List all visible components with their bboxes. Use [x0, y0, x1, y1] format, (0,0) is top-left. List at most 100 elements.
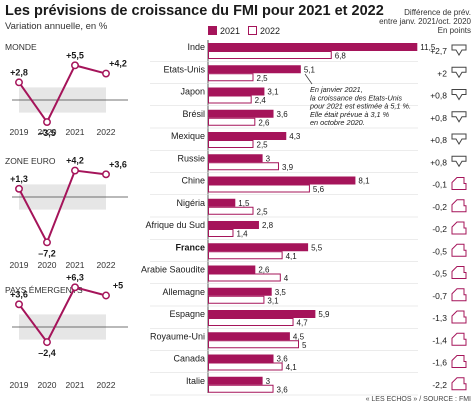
bar-2021 [208, 310, 316, 318]
category-label: Inde [187, 42, 205, 52]
annotation-line: en octobre 2020. [310, 118, 365, 127]
bar-2021 [208, 65, 301, 74]
data-point [102, 291, 110, 300]
category-label: Japon [180, 87, 205, 97]
bar-2022-label: 6,8 [335, 52, 347, 61]
panel-title: MONDE [5, 42, 37, 52]
legend-label-2022: 2022 [260, 26, 280, 36]
bar-2022 [208, 51, 332, 59]
bar-2022 [208, 273, 281, 282]
bar-2021-label: 8,1 [358, 177, 370, 186]
data-label: +5 [113, 281, 123, 291]
bar-2021 [208, 332, 290, 341]
category-label: Canada [173, 354, 205, 364]
bar-2021-label: 3,1 [267, 88, 279, 97]
annotation-line: Elle était prévue à 3,1 % [310, 110, 390, 119]
difference-label: -1,3 [432, 313, 447, 323]
bar-2021-label: 3,6 [277, 110, 289, 119]
difference-label: -0,5 [432, 246, 447, 256]
category-label: Etats-Unis [163, 64, 205, 74]
bar-2022 [208, 295, 265, 304]
bar-2022 [208, 73, 254, 82]
bar-2022-label: 2,5 [257, 74, 269, 83]
arrow-up-icon [451, 310, 467, 324]
bar-2021 [208, 221, 259, 229]
legend: 2021 2022 [208, 26, 280, 36]
year-label: 2022 [97, 127, 116, 137]
bar-2021-label: 1,5 [238, 199, 250, 208]
bar-2022 [208, 117, 256, 126]
bar-2022-label: 4,1 [286, 363, 298, 372]
chart-title: Les prévisions de croissance du FMI pour… [5, 3, 384, 19]
bar-2022-label: 3,1 [267, 296, 279, 305]
category-label: Arabie Saoudite [141, 265, 205, 275]
bar-2021 [208, 376, 263, 385]
bar-2022-label: 2,5 [257, 141, 269, 150]
year-label: 2022 [97, 380, 116, 390]
difference-label: -0,7 [432, 291, 447, 301]
bar-2022 [208, 229, 234, 237]
difference-label: +0,8 [430, 135, 447, 145]
difference-label: +2 [437, 68, 447, 78]
arrow-up-icon [451, 221, 467, 235]
bar-2022 [208, 384, 274, 393]
data-label: +1,3 [10, 174, 28, 184]
chart-subtitle: Variation annuelle, en % [5, 21, 108, 32]
arrow-up-icon [451, 266, 467, 279]
bar-2022 [208, 318, 294, 326]
line-chart-panel: ZONE EURO +1,3 –7,2 +4,2 +3,6 2019 2020 2021 202… [5, 156, 128, 270]
bar-2022 [208, 251, 283, 260]
bar-2021-label: 3 [266, 377, 271, 386]
legend-swatch-2021 [208, 26, 217, 35]
category-label: Allemagne [162, 287, 205, 297]
panel-title: PAYS ÉMERGENTS [5, 285, 83, 295]
bar-2021 [208, 287, 272, 296]
bar-2022 [208, 184, 310, 193]
bar-2021-label: 3 [266, 154, 271, 163]
data-label: –2,4 [38, 348, 56, 358]
category-label: Royaume-Uni [150, 331, 205, 341]
bar-2021-label: 3,5 [275, 288, 287, 297]
difference-label: +0,8 [430, 157, 447, 167]
bar-2021 [208, 43, 418, 51]
arrow-up-icon [451, 177, 467, 190]
bar-2021-label: 5,9 [318, 310, 330, 319]
panel-title: ZONE EURO [5, 156, 56, 166]
bar-2022-label: 2,5 [257, 207, 269, 216]
arrow-up-icon [451, 332, 467, 346]
bar-2021-label: 2,6 [258, 266, 270, 275]
bar-2021-label: 4,3 [289, 132, 301, 141]
source-note: « LES ECHOS » / SOURCE : FMI [366, 396, 471, 403]
year-label: 2020 [38, 380, 57, 390]
data-label: –3,5 [38, 128, 56, 138]
category-label: Brésil [182, 109, 205, 119]
bar-2022 [208, 162, 279, 171]
series-line [18, 169, 107, 245]
arrow-down-icon [451, 155, 467, 168]
arrow-up-icon [451, 243, 467, 257]
bar-2021 [208, 154, 263, 163]
data-point [102, 170, 110, 179]
bar-2021 [208, 354, 274, 363]
data-point [102, 69, 110, 78]
bar-2022-label: 5,6 [313, 185, 325, 194]
bar-2022 [208, 140, 254, 148]
category-label: France [175, 242, 205, 252]
year-label: 2019 [10, 260, 29, 270]
difference-label: +0,8 [430, 113, 447, 123]
bar-2021 [208, 109, 274, 118]
category-label: Italie [186, 376, 205, 386]
difference-label: +0,8 [430, 91, 447, 101]
arrow-up-icon [451, 288, 467, 302]
bar-2022-label: 1,4 [236, 230, 248, 239]
bar-2022 [208, 340, 299, 349]
bar-2021 [208, 265, 256, 274]
bar-2021-label: 11,5 [420, 43, 436, 52]
line-chart-panel: PAYS ÉMERGENTS+3,6 –2,4 +6,3 +5 2019 2020 2021… [5, 272, 128, 390]
bar-2022-label: 4,7 [297, 319, 309, 328]
legend-label-2021: 2021 [220, 26, 240, 36]
bar-2021-label: 3,6 [277, 355, 289, 364]
arrow-down-icon [451, 133, 467, 145]
bar-2021 [208, 176, 356, 185]
bar-2022-label: 2,6 [258, 118, 270, 127]
